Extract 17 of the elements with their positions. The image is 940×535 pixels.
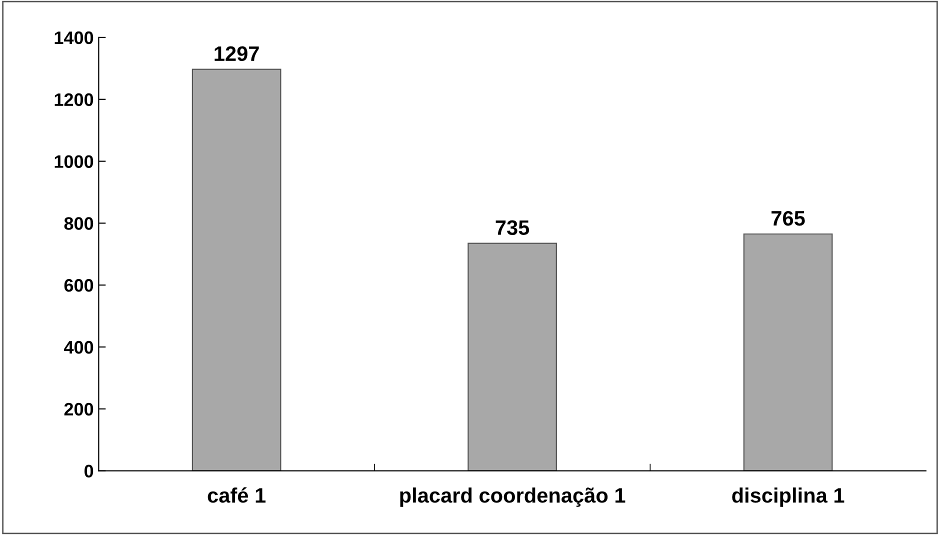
y-tick-label: 600 xyxy=(64,279,94,292)
data-label: 765 xyxy=(772,210,805,226)
data-label: 735 xyxy=(496,220,530,236)
bar xyxy=(192,68,282,471)
y-tick-label: 400 xyxy=(64,340,94,354)
y-tick-label: 0 xyxy=(84,464,94,478)
y-tick-label: 1400 xyxy=(54,31,94,44)
x-tick-label: café 1 xyxy=(208,487,266,503)
y-tick-label: 1200 xyxy=(54,93,94,106)
y-tick-label: 200 xyxy=(64,402,94,416)
data-label: 1297 xyxy=(214,46,259,62)
x-tick-label: disciplina 1 xyxy=(732,487,844,507)
bar xyxy=(743,233,833,471)
y-tick-label: 1000 xyxy=(54,155,94,168)
x-tick-label: placard coordenação 1 xyxy=(400,487,626,507)
bar xyxy=(468,242,557,471)
y-tick-label: 800 xyxy=(64,217,94,230)
